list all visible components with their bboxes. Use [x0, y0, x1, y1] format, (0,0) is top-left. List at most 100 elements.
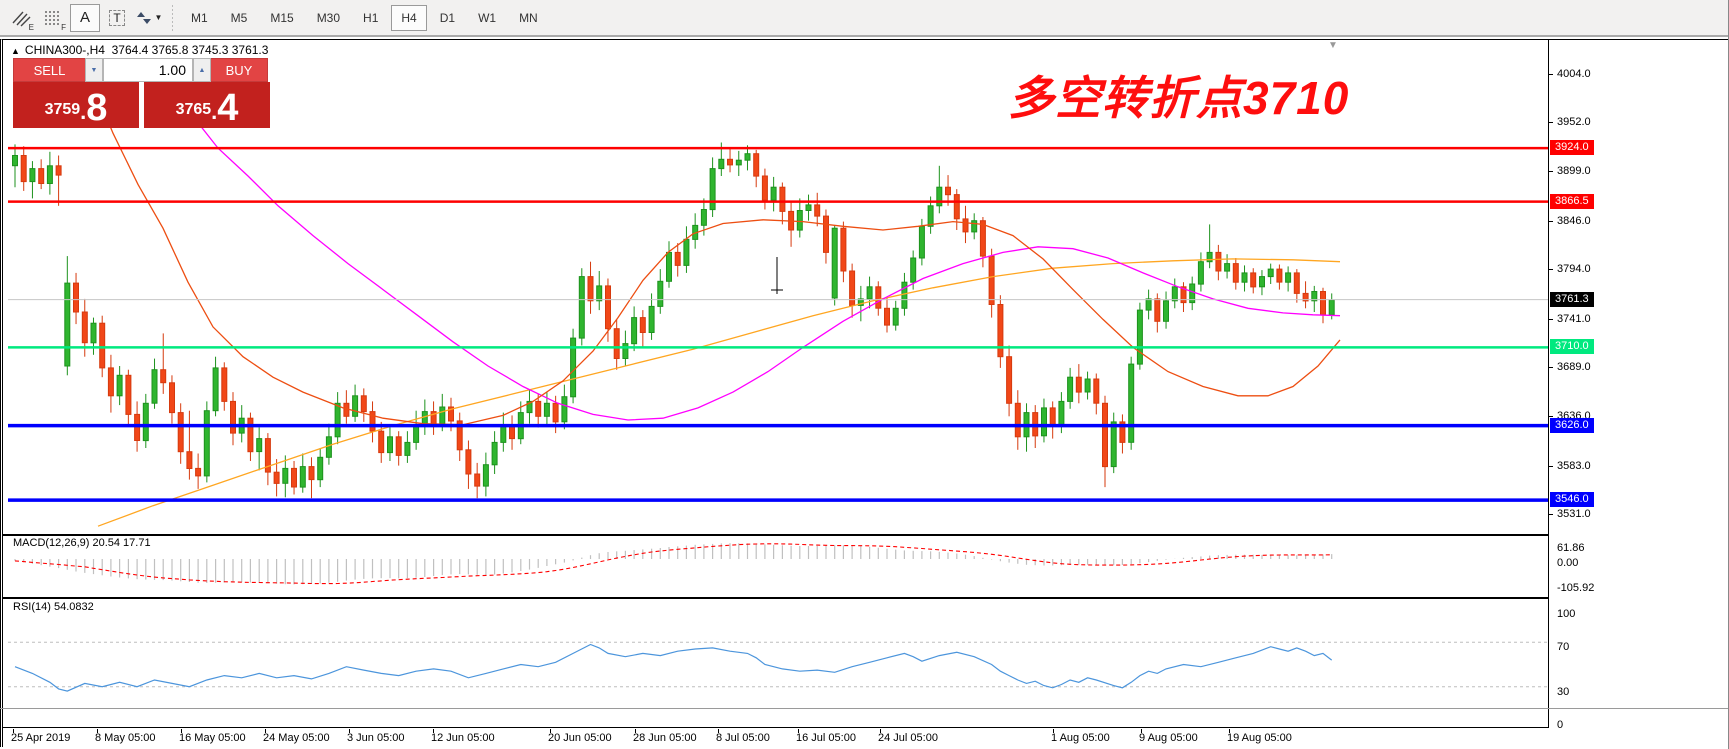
macd-axis-label: 61.86: [1557, 542, 1585, 555]
latest-bar-marker-icon: ▼: [1328, 40, 1338, 51]
macd-axis-label: -105.92: [1557, 582, 1595, 595]
time-axis-tick: [433, 729, 434, 733]
price-axis-label: 3583.0: [1557, 459, 1591, 472]
price-badge-3626.0: 3626.0: [1550, 417, 1594, 433]
macd-label: MACD(12,26,9) 20.54 17.71: [13, 537, 151, 549]
axis-tick: [1549, 269, 1553, 271]
timeframe-button-m1[interactable]: M1: [191, 10, 208, 25]
chart-toolbar: E F A T ▼ M1 M5 M15 M30 H1 H4 D1 W1 MN: [0, 0, 1728, 37]
time-axis-tick: [880, 729, 881, 733]
timeframe-group: M1 M5 M15 M30 H1 H4 D1 W1 MN: [181, 4, 551, 31]
rsi-axis-label: 100: [1557, 608, 1576, 620]
time-axis-label: 25 Apr 2019: [11, 732, 71, 744]
time-axis-label: 16 May 05:00: [179, 732, 246, 744]
price-axis-label: 3689.0: [1557, 360, 1591, 373]
window-bottom-border: [0, 708, 1728, 709]
price-axis[interactable]: 4004.0 3952.0 3899.0 3846.0 3794.0 3741.0 3689…: [1549, 40, 1728, 731]
panel-separator: [3, 727, 1549, 728]
one-click-trade-panel: SELL ▼ ▲ BUY 3759 . 8 3765 . 4: [13, 58, 270, 128]
price-axis-label: 3531.0: [1557, 508, 1591, 521]
price-badge-3866.5: 3866.5: [1550, 193, 1594, 209]
time-axis[interactable]: 25 Apr 2019 8 May 05:00 16 May 05:00 24 May…: [3, 729, 1728, 748]
timeframe-button-mn[interactable]: MN: [519, 10, 538, 25]
tool-sub-label: F: [61, 22, 66, 32]
axis-tick: [1549, 416, 1553, 418]
timeframe-button-h1[interactable]: H1: [363, 10, 379, 25]
price-axis-label: 3846.0: [1557, 214, 1591, 227]
chart-window: ▲ CHINA300-,H4 3764.4 3765.8 3745.3 3761.…: [0, 39, 1728, 748]
draw-lines-tool-button[interactable]: E: [6, 4, 36, 32]
price-badge-3761.3: 3761.3: [1550, 291, 1594, 307]
chart-title-ohlc: 3764.4 3765.8 3745.3 3761.3: [111, 43, 269, 57]
time-axis-tick: [181, 729, 182, 733]
ask-price-fraction: 4: [217, 87, 239, 129]
text-box-icon: T: [109, 9, 125, 26]
timeframe-button-m30[interactable]: M30: [316, 10, 341, 25]
text-box-tool-button[interactable]: T: [102, 4, 132, 32]
panel-separator[interactable]: [3, 534, 1549, 536]
time-axis-tick: [1229, 729, 1230, 733]
bid-price: 3759: [44, 101, 81, 118]
rsi-canvas[interactable]: [3, 599, 1549, 729]
time-axis-label: 8 Jul 05:00: [716, 732, 770, 744]
bid-dot: .: [80, 99, 87, 124]
symbol-triangle-icon[interactable]: ▲: [11, 46, 20, 56]
volume-decrease-button[interactable]: ▼: [85, 58, 103, 82]
price-axis-label: 3741.0: [1557, 312, 1591, 325]
time-axis-label: 24 Jul 05:00: [878, 732, 938, 744]
arrows-icon: [136, 11, 151, 24]
time-axis-label: 19 Aug 05:00: [1227, 732, 1292, 744]
timeframe-button-m15[interactable]: M15: [270, 10, 294, 25]
axis-tick: [1549, 220, 1553, 222]
panel-separator[interactable]: [3, 597, 1549, 599]
rsi-axis-label: 70: [1557, 641, 1570, 654]
price-badge-3710.0: 3710.0: [1550, 339, 1594, 355]
time-axis-label: 20 Jun 05:00: [548, 732, 612, 744]
rsi-label: RSI(14) 54.0832: [13, 601, 94, 613]
price-axis-label: 3952.0: [1557, 116, 1591, 128]
tool-sub-label: E: [28, 22, 34, 32]
time-axis-tick: [718, 729, 719, 733]
time-axis-label: 16 Jul 05:00: [796, 732, 856, 744]
time-axis-label: 3 Jun 05:00: [347, 732, 405, 744]
volume-input[interactable]: [103, 58, 193, 82]
chart-title-symbol: CHINA300-,H4: [24, 43, 105, 57]
time-axis-label: 9 Aug 05:00: [1139, 732, 1198, 744]
time-axis-label: 28 Jun 05:00: [633, 732, 697, 744]
time-axis-tick: [265, 729, 266, 733]
timeframe-button-w1[interactable]: W1: [478, 10, 497, 25]
time-axis-tick: [1141, 729, 1142, 733]
axis-tick: [1549, 366, 1553, 368]
price-axis-line: [1548, 40, 1549, 727]
time-axis-tick: [349, 729, 350, 733]
price-chart-canvas[interactable]: [3, 40, 1549, 536]
macd-canvas[interactable]: [3, 536, 1549, 599]
axis-tick: [1549, 465, 1553, 467]
chevron-down-icon[interactable]: ▼: [154, 13, 163, 22]
time-axis-tick: [1053, 729, 1054, 733]
axis-tick: [1549, 514, 1553, 516]
time-axis-tick: [13, 729, 14, 733]
rsi-axis-label: 30: [1557, 685, 1570, 698]
volume-increase-button[interactable]: ▲: [193, 58, 211, 82]
time-axis-label: 8 May 05:00: [95, 732, 156, 744]
time-axis-tick: [635, 729, 636, 733]
bid-price-panel[interactable]: 3759 . 8: [13, 82, 139, 128]
arrows-tool-button[interactable]: ▼: [134, 4, 164, 32]
buy-button[interactable]: BUY: [211, 58, 268, 82]
timeframe-button-h4[interactable]: H4: [391, 4, 427, 31]
sell-button[interactable]: SELL: [13, 58, 85, 82]
text-a-icon: A: [79, 9, 90, 26]
draw-lines-icon: [12, 11, 31, 26]
axis-tick: [1549, 73, 1553, 75]
fibonacci-tool-button[interactable]: F: [38, 4, 68, 32]
price-axis-label: 3794.0: [1557, 263, 1591, 276]
axis-tick: [1549, 122, 1553, 123]
text-a-tool-button[interactable]: A: [70, 3, 100, 32]
timeframe-button-d1[interactable]: D1: [439, 10, 456, 25]
axis-tick: [1549, 171, 1553, 173]
timeframe-button-m5[interactable]: M5: [230, 10, 248, 25]
ask-price-panel[interactable]: 3765 . 4: [144, 82, 270, 128]
ask-price: 3765: [175, 101, 212, 118]
